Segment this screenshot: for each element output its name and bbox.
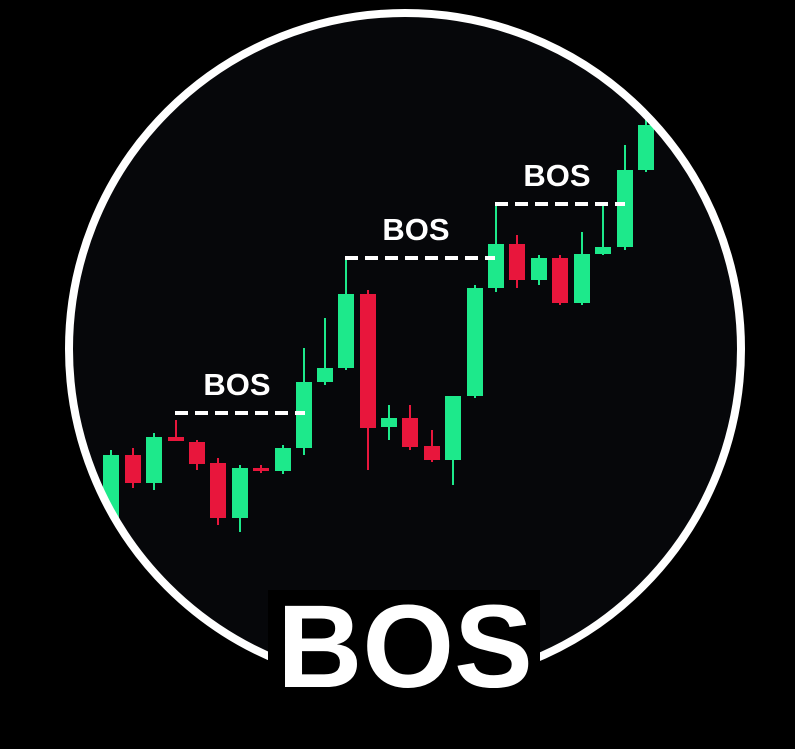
candle-body bbox=[509, 244, 525, 280]
candle-body bbox=[381, 418, 397, 427]
bos-label: BOS bbox=[203, 367, 270, 402]
candles bbox=[103, 118, 654, 532]
candle-body bbox=[467, 288, 483, 396]
candle-body bbox=[146, 437, 162, 483]
title-backdrop bbox=[268, 590, 540, 708]
candle-body bbox=[232, 468, 248, 518]
candle-body bbox=[189, 442, 205, 464]
candle-body bbox=[210, 463, 226, 518]
candle-body bbox=[574, 254, 590, 303]
candle-body bbox=[125, 455, 141, 483]
bos-label: BOS bbox=[382, 212, 449, 247]
title: BOS bbox=[277, 581, 533, 713]
candle-body bbox=[402, 418, 418, 447]
candle-body bbox=[275, 448, 291, 471]
candle-body bbox=[424, 446, 440, 460]
candle-body bbox=[638, 125, 654, 170]
candle-body bbox=[253, 468, 269, 471]
candle-body bbox=[168, 437, 184, 441]
candle-body bbox=[595, 247, 611, 254]
candle-body bbox=[488, 244, 504, 288]
candle-body bbox=[317, 368, 333, 382]
candle-body bbox=[338, 294, 354, 368]
candle-body bbox=[360, 294, 376, 428]
candle-body bbox=[617, 170, 633, 247]
candle-body bbox=[552, 258, 568, 303]
candle-body bbox=[531, 258, 547, 280]
candle-body bbox=[445, 396, 461, 460]
bos-label: BOS bbox=[523, 158, 590, 193]
